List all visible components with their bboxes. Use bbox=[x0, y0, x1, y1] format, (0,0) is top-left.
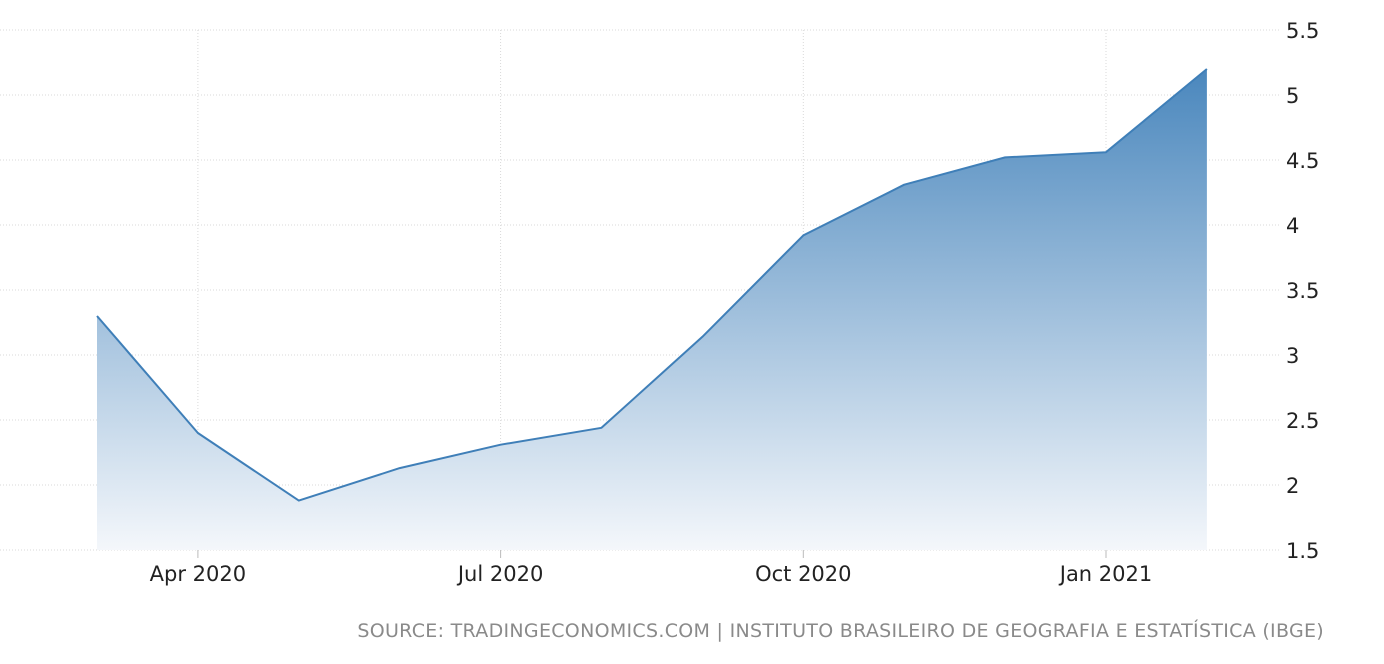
area-fill bbox=[97, 69, 1207, 550]
data-point bbox=[1105, 151, 1108, 154]
y-tick-label: 4.5 bbox=[1286, 149, 1319, 173]
data-point bbox=[398, 467, 401, 470]
data-point bbox=[600, 426, 603, 429]
data-point bbox=[701, 335, 704, 338]
plot-area bbox=[96, 68, 1208, 550]
x-tick-label: Jan 2021 bbox=[1058, 562, 1153, 586]
x-axis-ticks: Apr 2020 Jul 2020 Oct 2020 Jan 2021 bbox=[150, 562, 1153, 586]
y-tick-label: 1.5 bbox=[1286, 539, 1319, 563]
data-point bbox=[196, 432, 199, 435]
source-note: SOURCE: TRADINGECONOMICS.COM | INSTITUTO… bbox=[357, 620, 1324, 642]
series-line bbox=[96, 68, 1208, 502]
data-point bbox=[903, 183, 906, 186]
y-tick-label: 2 bbox=[1286, 474, 1299, 498]
x-tick-label: Apr 2020 bbox=[150, 562, 246, 586]
y-tick-label: 5.5 bbox=[1286, 19, 1319, 43]
y-tick-label: 3.5 bbox=[1286, 279, 1319, 303]
data-point bbox=[297, 499, 300, 502]
y-tick-label: 4 bbox=[1286, 214, 1299, 238]
x-tick-label: Oct 2020 bbox=[755, 562, 851, 586]
y-tick-label: 3 bbox=[1286, 344, 1299, 368]
y-tick-label: 5 bbox=[1286, 84, 1299, 108]
y-tick-label: 2.5 bbox=[1286, 409, 1319, 433]
data-point bbox=[1004, 156, 1007, 159]
data-point bbox=[96, 315, 99, 318]
y-axis-ticks: 5.5 5 4.5 4 3.5 3 2.5 2 1.5 bbox=[1286, 19, 1319, 563]
data-point bbox=[499, 443, 502, 446]
x-tick-label: Jul 2020 bbox=[456, 562, 543, 586]
data-point bbox=[1205, 68, 1208, 71]
data-point bbox=[802, 234, 805, 237]
